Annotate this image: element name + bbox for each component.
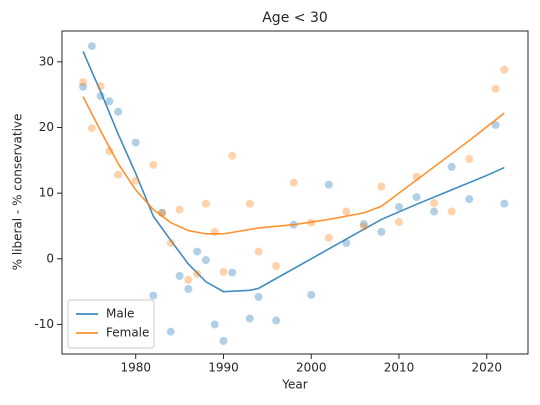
scatter-point	[394, 218, 403, 227]
x-axis-label: Year	[281, 378, 307, 392]
scatter-point	[491, 84, 500, 93]
y-axis-label: % liberal - % conservative	[11, 114, 25, 271]
scatter-point	[193, 247, 202, 256]
scatter-point	[245, 199, 254, 208]
scatter-point	[289, 178, 298, 187]
scatter-point	[149, 160, 158, 169]
scatter-point	[272, 316, 281, 325]
trend-line	[82, 96, 505, 235]
y-tick-label: 0	[46, 251, 54, 265]
scatter-point	[193, 269, 202, 278]
x-tick-label: 2020	[471, 361, 502, 375]
scatter-point	[272, 262, 281, 271]
scatter-point	[79, 82, 88, 91]
y-tick-label: -10	[34, 317, 54, 331]
scatter-point	[131, 176, 140, 185]
scatter-point	[500, 65, 509, 74]
y-tick-label: 20	[39, 120, 54, 134]
scatter-point	[114, 170, 123, 179]
chart-title: Age < 30	[262, 10, 328, 26]
scatter-point	[219, 267, 228, 276]
scatter-point	[465, 195, 474, 204]
scatter-point	[342, 207, 351, 216]
legend-label: Female	[106, 326, 149, 340]
scatter-point	[359, 220, 368, 229]
scatter-point	[166, 327, 175, 336]
scatter-point	[105, 147, 114, 156]
scatter-point	[228, 151, 237, 160]
scatter-point	[254, 292, 263, 301]
scatter-point	[359, 222, 368, 231]
x-tick-label: 2010	[384, 361, 415, 375]
scatter-point	[184, 285, 193, 294]
scatter-point	[412, 193, 421, 202]
scatter-point	[96, 82, 105, 91]
scatter-point	[131, 138, 140, 147]
scatter-point	[377, 182, 386, 191]
scatter-point	[210, 227, 219, 236]
scatter-point	[377, 227, 386, 236]
scatter-point	[245, 314, 254, 323]
scatter-point	[430, 207, 439, 216]
y-tick-label: 30	[39, 54, 54, 68]
scatter-point	[254, 247, 263, 256]
scatter-point	[175, 205, 184, 214]
scatter-point	[201, 199, 210, 208]
scatter-point	[166, 239, 175, 248]
x-tick-label: 1990	[208, 361, 239, 375]
scatter-point	[394, 202, 403, 211]
scatter-point	[210, 320, 219, 329]
trend-line	[82, 51, 505, 293]
legend-box	[67, 299, 155, 349]
scatter-point	[87, 42, 96, 51]
scatter-point	[447, 162, 456, 171]
scatter-point	[465, 155, 474, 164]
plot-frame	[61, 30, 529, 355]
scatter-point	[228, 268, 237, 277]
x-tick-label: 2000	[296, 361, 327, 375]
scatter-point	[430, 199, 439, 208]
scatter-point	[324, 180, 333, 189]
scatter-point	[307, 290, 316, 299]
scatter-point	[114, 107, 123, 116]
scatter-point	[184, 275, 193, 284]
x-tick-label: 1980	[120, 361, 151, 375]
legend-label: Male	[106, 307, 134, 321]
scatter-point	[175, 271, 184, 280]
scatter-point	[87, 124, 96, 133]
scatter-point	[500, 199, 509, 208]
scatter-point	[201, 256, 210, 265]
scatter-point	[447, 207, 456, 216]
scatter-point	[149, 291, 158, 300]
scatter-point	[324, 233, 333, 242]
scatter-point	[79, 78, 88, 87]
scatter-point	[105, 97, 114, 106]
scatter-point	[491, 120, 500, 129]
scatter-point	[219, 336, 228, 345]
y-tick-label: 10	[39, 186, 54, 200]
